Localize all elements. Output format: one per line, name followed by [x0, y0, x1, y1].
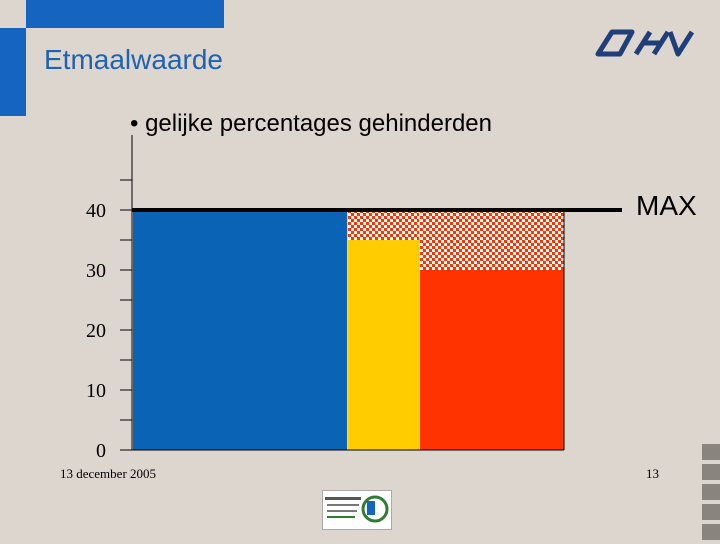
page-number: 13 [646, 466, 659, 481]
bar [420, 270, 564, 450]
bar [348, 240, 419, 450]
accent-bar-horizontal [26, 0, 224, 28]
bar-hatch [420, 210, 564, 270]
y-tick-label: 10 [86, 380, 106, 402]
partner-logo-icon [322, 490, 392, 530]
y-tick-label: 30 [86, 260, 106, 282]
tile [702, 524, 720, 540]
accent-bar-vertical [0, 28, 26, 116]
tile [702, 484, 720, 500]
tile [702, 464, 720, 480]
tile [702, 504, 720, 520]
bar [133, 210, 347, 450]
bullet-text: • gelijke percentages gehinderden [130, 110, 492, 137]
bar-hatch [348, 210, 419, 240]
footer-date: 13 december 2005 [60, 466, 157, 481]
max-label: MAX [636, 190, 697, 221]
ohv-logo-icon [595, 29, 695, 57]
y-tick-label: 20 [86, 320, 106, 342]
slide-title: Etmaalwaarde [44, 44, 223, 75]
y-tick-label: 40 [86, 200, 106, 222]
decorative-tiles [702, 444, 720, 544]
y-tick-label: 0 [96, 440, 106, 462]
tile [702, 444, 720, 460]
